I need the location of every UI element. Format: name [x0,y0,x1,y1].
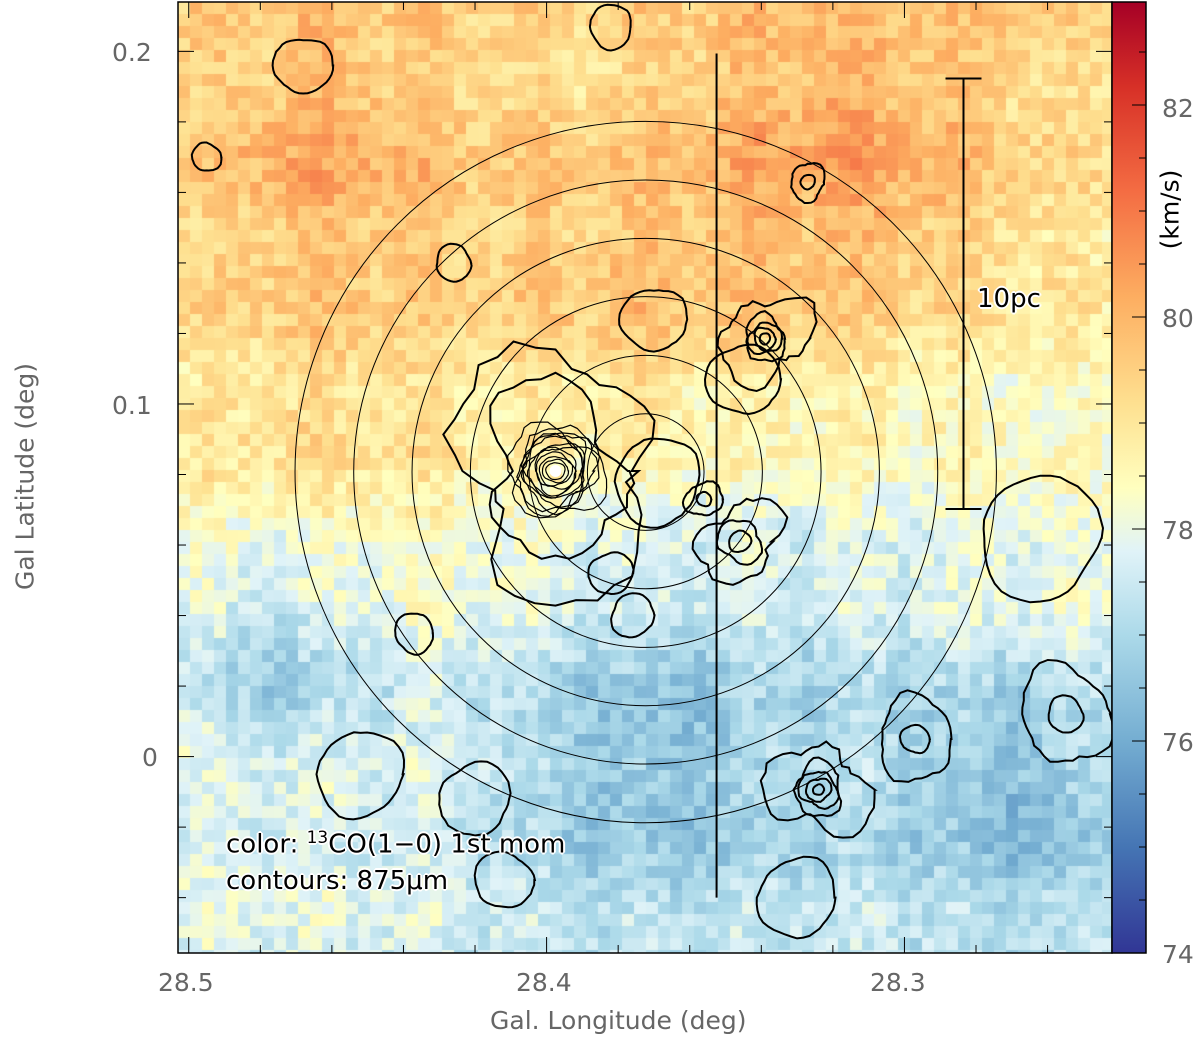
contour-line [588,3,632,52]
x-tick-label: 28.4 [516,968,572,997]
contour-line [982,474,1105,604]
x-tick-label: 28.3 [870,968,926,997]
x-axis-label: Gal. Longitude (deg) [490,1006,747,1035]
contour-line [610,592,656,639]
concentric-circle [528,354,763,590]
contour-line [538,456,574,487]
contour-line [522,432,587,516]
contour-line [812,783,826,796]
contour-line [799,173,816,191]
contour-line [271,38,335,95]
isotope-superscript: 13 [306,828,329,848]
contour-line [1021,658,1112,763]
contour-line [703,343,783,416]
contour-line [511,424,600,519]
color-prefix: color: [226,829,307,860]
colorbar-tick-label: 80 [1162,304,1194,333]
colorbar-tick-label: 78 [1162,516,1194,545]
contour-line [753,326,778,352]
contour-line [691,497,789,586]
contour-line [473,850,537,909]
contour-line [435,242,473,283]
concentric-circle [469,296,822,648]
x-tick-label: 28.5 [158,968,214,997]
contour-line [545,462,566,481]
contour-line [613,437,701,529]
color-text: CO(1−0) 1st mom [328,829,566,860]
contour-line [695,490,713,508]
contour-line [715,519,764,566]
velocity-heatmap [178,2,1112,953]
peak-marker [549,464,562,477]
contour-line [394,612,435,656]
concentric-circle [586,413,705,531]
contour-line [507,421,608,513]
contour-line [535,451,578,490]
contour-line [880,689,953,783]
y-axis-label: Gal Latitude (deg) [10,362,40,591]
y-tick-label: 0 [142,743,158,772]
contour-line [488,371,636,560]
contour-line [804,777,833,803]
colorbar [1111,1,1147,954]
y-tick-label: 0.1 [112,391,152,420]
colorbar-tick-label: 82 [1162,94,1194,123]
contour-line [587,551,635,596]
colorbar-tick-label: 76 [1162,728,1194,757]
contour-line [516,432,601,517]
concentric-circle [353,179,939,765]
contour-line [1047,694,1085,734]
concentric-circle [294,120,997,824]
color-annotation: color: 13CO(1−0) 1st mom [226,828,565,860]
contour-line [541,458,570,484]
contour-line [716,296,818,393]
contour-group [33,3,1112,940]
contour-line [190,141,223,172]
contour-line [618,289,689,353]
contour-line [755,855,837,940]
contour-line [442,340,656,607]
contour-line [33,8,61,38]
colorbar-tick-label: 74 [1162,940,1194,969]
contour-line [898,723,932,755]
contour-line [534,446,577,497]
contour-line [792,756,843,818]
contour-line [438,760,512,837]
contour-line [315,731,406,821]
plot-frame [177,1,1113,954]
contour-line [790,161,826,204]
contour-line [759,740,878,839]
y-tick-label: 0.2 [112,38,152,67]
concentric-circle [411,237,880,707]
contour-line [728,529,753,554]
contours-annotation: contours: 875μm [226,866,449,896]
colorbar-label: (km/s) [1155,169,1185,250]
contour-line [745,310,787,363]
scale-bar-label: 10pc [977,284,1041,314]
